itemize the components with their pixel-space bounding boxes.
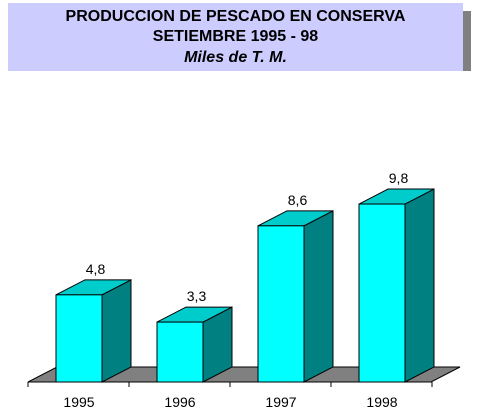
bar-front bbox=[55, 294, 103, 383]
value-label: 8,6 bbox=[288, 192, 308, 208]
category-label: 1998 bbox=[366, 394, 397, 410]
bar-side bbox=[303, 210, 334, 383]
bar-front bbox=[358, 203, 406, 383]
bar-side bbox=[404, 188, 435, 383]
category-label: 1997 bbox=[265, 394, 296, 410]
value-label: 4,8 bbox=[86, 261, 106, 277]
x-axis-ticks bbox=[27, 382, 433, 387]
chart-title-period: SETIEMBRE 1995 - 98 bbox=[152, 28, 319, 45]
bar-side bbox=[101, 279, 132, 383]
value-label: 3,3 bbox=[187, 288, 207, 304]
title-box: PRODUCCION DE PESCADO EN CONSERVA SETIEM… bbox=[8, 3, 463, 71]
category-label: 1995 bbox=[63, 394, 94, 410]
chart-title: PRODUCCION DE PESCADO EN CONSERVA bbox=[65, 8, 406, 25]
bar-1995 bbox=[55, 279, 132, 383]
bar-front bbox=[156, 321, 204, 383]
bars-group bbox=[55, 188, 435, 383]
category-label: 1996 bbox=[164, 394, 195, 410]
labels-group: 4,8 1995 3,3 1996 8,6 1997 9,8 1998 bbox=[63, 170, 408, 410]
bar-1997 bbox=[257, 210, 334, 383]
value-label: 9,8 bbox=[389, 170, 409, 186]
bar-1998 bbox=[358, 188, 435, 383]
bar-1996 bbox=[156, 306, 233, 383]
bar-front bbox=[257, 225, 305, 383]
chart-subtitle: Miles de T. M. bbox=[184, 49, 287, 66]
